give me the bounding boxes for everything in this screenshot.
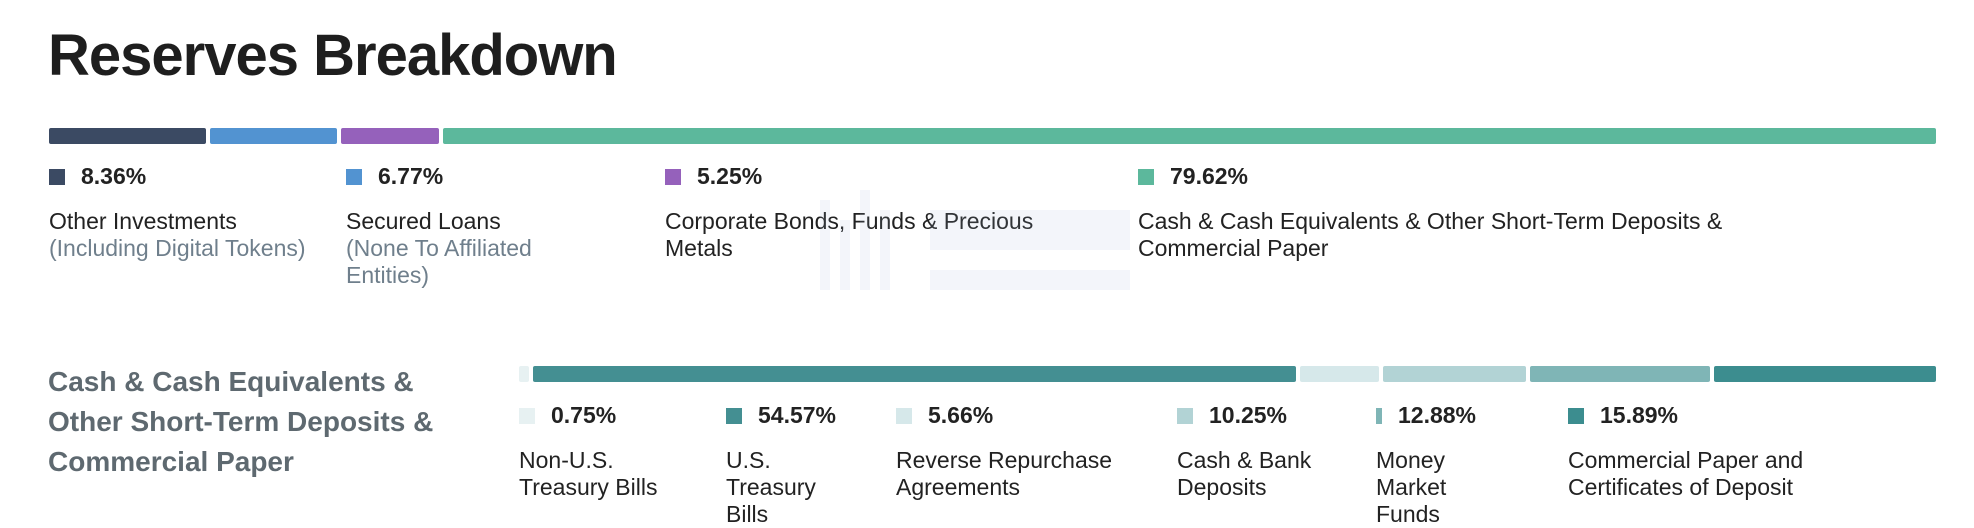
legend-item-cash-equivalents: 79.62% Cash & Cash Equivalents & Other S… (1138, 163, 1818, 262)
legend-swatch (1568, 407, 1584, 424)
breakdown-section-title: Cash & Cash Equivalents & Other Short-Te… (48, 366, 434, 477)
bar-segment-commercial-paper-and-certificates-of-deposit (1714, 366, 1936, 382)
legend-sublabel: (Including Digital Tokens) (49, 235, 306, 261)
legend-percent: 5.25% (697, 163, 763, 189)
legend-swatch (1177, 407, 1193, 424)
legend-swatch (665, 168, 681, 185)
legend-label: Non-U.S. Treasury Bills (519, 447, 658, 500)
reserves-stacked-bar (49, 128, 1936, 144)
legend-label: Commercial Paper and Certificates of Dep… (1568, 447, 1804, 500)
legend-item-money-market: 12.88% Money Market Funds (1376, 402, 1476, 528)
legend-percent: 54.57% (758, 402, 837, 428)
bar-segment-money-market-funds (1530, 366, 1710, 382)
legend-swatch (49, 168, 65, 185)
legend-label: U.S. Treasury Bills (726, 447, 816, 527)
bar-segment-cash-cash-equivalents-other-short-term-deposits-commercial-paper (443, 128, 1936, 144)
legend-swatch (1376, 407, 1382, 424)
legend-item-secured-loans: 6.77% Secured Loans (None To Affiliated … (346, 163, 616, 289)
bar-segment-cash-bank-deposits (1382, 366, 1527, 382)
legend-swatch (726, 407, 742, 424)
legend-percent: 8.36% (81, 163, 147, 189)
bar-segment-u-s-treasury-bills (533, 366, 1296, 382)
legend-percent: 79.62% (1170, 163, 1249, 189)
bar-segment-non-u-s-treasury-bills (519, 366, 530, 382)
legend-item-reverse-repo: 5.66% Reverse Repurchase Agreements (896, 402, 1156, 501)
legend-item-cash-bank: 10.25% Cash & Bank Deposits (1177, 402, 1347, 501)
legend-item-commercial-paper: 15.89% Commercial Paper and Certificates… (1568, 402, 1888, 501)
page-title: Reserves Breakdown (48, 23, 618, 88)
cash-breakdown-stacked-bar (519, 366, 1936, 382)
legend-swatch (896, 407, 912, 424)
blockbeats-watermark-icon (820, 190, 1160, 314)
legend-label: Corporate Bonds, Funds & Precious Metals (665, 208, 1033, 261)
legend-percent: 10.25% (1209, 402, 1288, 428)
legend-label: Reverse Repurchase Agreements (896, 447, 1113, 500)
legend-sublabel: (None To Affiliated Entities) (346, 235, 532, 288)
legend-percent: 5.66% (928, 402, 994, 428)
legend-label: Money Market Funds (1376, 447, 1447, 527)
legend-item-us-treasury: 54.57% U.S. Treasury Bills (726, 402, 846, 528)
bar-segment-reverse-repurchase-agreements (1299, 366, 1379, 382)
legend-label: Other Investments (49, 208, 237, 234)
legend-swatch (519, 407, 535, 424)
legend-swatch (1138, 168, 1154, 185)
legend-percent: 12.88% (1397, 402, 1476, 428)
legend-label: Cash & Bank Deposits (1177, 447, 1312, 500)
legend-item-other-investments: 8.36% Other Investments (Including Digit… (49, 163, 329, 262)
legend-percent: 6.77% (378, 163, 444, 189)
bar-segment-corporate-bonds-funds-precious-metals (340, 128, 440, 144)
legend-label: Cash & Cash Equivalents & Other Short-Te… (1138, 208, 1723, 261)
bar-segment-secured-loans (209, 128, 337, 144)
bar-segment-other-investments (49, 128, 206, 144)
legend-label: Secured Loans (346, 208, 501, 234)
legend-item-corporate-bonds: 5.25% Corporate Bonds, Funds & Precious … (665, 163, 1105, 262)
legend-percent: 0.75% (551, 402, 617, 428)
legend-percent: 15.89% (1600, 402, 1679, 428)
legend-swatch (346, 168, 362, 185)
legend-item-non-us-treasury: 0.75% Non-U.S. Treasury Bills (519, 402, 679, 501)
